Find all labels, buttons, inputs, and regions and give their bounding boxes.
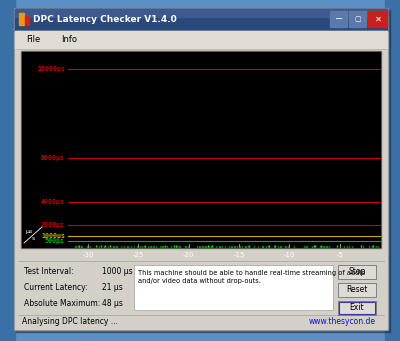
Bar (338, 283, 376, 297)
Bar (385, 0, 400, 341)
Text: -30: -30 (82, 252, 94, 258)
Bar (22, 52, 380, 247)
Text: -10: -10 (284, 252, 295, 258)
Text: -15: -15 (234, 252, 245, 258)
Text: Test Interval:: Test Interval: (24, 267, 74, 276)
Bar (19, 13, 24, 25)
Text: ▢: ▢ (355, 16, 361, 22)
Bar (338, 265, 376, 279)
Bar (21, 51, 381, 248)
Bar (338, 301, 376, 315)
Text: 500µs: 500µs (45, 238, 65, 244)
Bar (15, 31, 387, 329)
Text: 1000µs: 1000µs (41, 233, 65, 239)
Text: Absolute Maximum:: Absolute Maximum: (24, 298, 100, 308)
Bar (349, 11, 366, 27)
Text: This machine should be able to handle real-time streaming of audio
and/or video : This machine should be able to handle re… (138, 270, 365, 284)
Text: −: − (335, 14, 343, 24)
Text: -25: -25 (133, 252, 144, 258)
Bar (339, 302, 375, 314)
Text: 2000µs: 2000µs (41, 222, 65, 228)
Bar (15, 9, 387, 31)
Text: www.thesycon.de: www.thesycon.de (309, 317, 376, 326)
Bar (368, 11, 387, 27)
Text: Current Latency:: Current Latency: (24, 282, 88, 292)
Text: 16000µs: 16000µs (37, 66, 65, 72)
Text: Stop: Stop (348, 267, 366, 277)
Text: -20: -20 (183, 252, 194, 258)
Text: µs: µs (26, 228, 33, 234)
Bar (0, 0, 15, 341)
Text: ✕: ✕ (374, 15, 382, 24)
Text: Reset: Reset (346, 285, 368, 295)
Text: 1000 µs: 1000 µs (102, 267, 133, 276)
Bar (15, 31, 387, 49)
Bar (15, 9, 387, 17)
Text: Info: Info (61, 35, 77, 44)
Text: Exit: Exit (350, 303, 364, 312)
Text: -5: -5 (336, 252, 343, 258)
Text: File: File (26, 35, 40, 44)
Bar (330, 11, 347, 27)
Text: 21 µs: 21 µs (102, 282, 123, 292)
Text: 8000µs: 8000µs (41, 155, 65, 161)
Bar (25, 16, 29, 25)
Text: 48 µs: 48 µs (102, 298, 123, 308)
Text: 4000µs: 4000µs (41, 199, 65, 205)
Text: Analysing DPC latency ...: Analysing DPC latency ... (22, 317, 118, 326)
Bar (134, 265, 333, 310)
Text: DPC Latency Checker V1.4.0: DPC Latency Checker V1.4.0 (33, 15, 177, 25)
Text: s: s (32, 237, 35, 241)
